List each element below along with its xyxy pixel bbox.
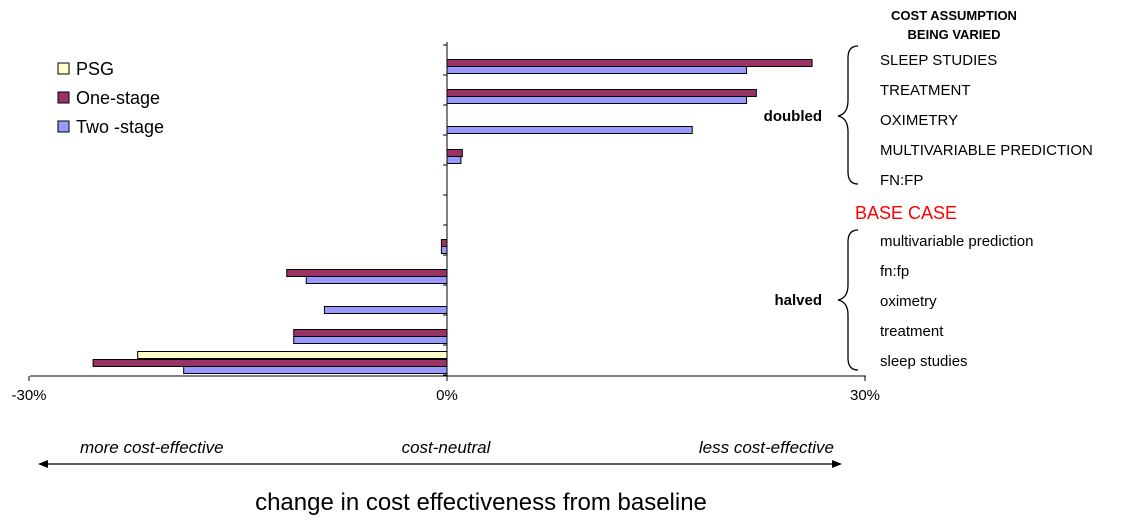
cat-label-doubled-sleep-studies: SLEEP STUDIES [880, 52, 997, 69]
legend-label-psg: PSG [76, 59, 114, 79]
category-header-line-1: COST ASSUMPTION [891, 8, 1017, 23]
category-header-line-2: BEING VARIED [908, 27, 1001, 42]
bar-halved-sleep-studies-two [183, 366, 448, 374]
x-tick-label: -30% [11, 387, 46, 404]
cat-label-halved-treatment: treatment [880, 323, 944, 340]
cat-label-doubled-oximetry: OXIMETRY [880, 112, 958, 129]
x-tick-label: 30% [850, 387, 880, 404]
cat-label-halved-oximetry: oximetry [880, 293, 937, 310]
bar-doubled-treatment-one [446, 89, 757, 97]
legend: PSG One-stage Two -stage [57, 59, 164, 137]
x-axis-title: change in cost effectiveness from baseli… [255, 489, 707, 516]
doubled-group: SLEEP STUDIES TREATMENT OXIMETRY MULTIVA… [764, 45, 1093, 189]
halved-brace [837, 229, 859, 371]
cat-label-doubled-fnfp: FN:FP [880, 172, 923, 189]
bar-doubled-sleep-studies-one [446, 59, 813, 67]
legend-label-two-stage: Two -stage [76, 117, 164, 137]
bar-doubled-oximetry-two [446, 126, 693, 134]
direction-label-left: more cost-effective [80, 438, 224, 457]
bar-halved-treatment-two [293, 336, 448, 344]
direction-arrow [38, 460, 842, 468]
bar-halved-oximetry-two [323, 306, 448, 314]
bar-halved-sleep-studies-psg [137, 351, 448, 359]
group-label-doubled: doubled [764, 108, 822, 125]
group-label-halved: halved [774, 292, 822, 309]
bar-halved-multivariable-prediction-one [440, 239, 448, 247]
x-ticks: -30% 0% 30% [11, 376, 880, 404]
bar-doubled-treatment-two [446, 96, 748, 104]
bar-doubled-multivariable-prediction-two [446, 156, 462, 164]
bar-halved-multivariable-prediction-two [440, 246, 448, 254]
legend-swatch-two-stage [57, 120, 70, 133]
cat-label-halved-sleep-studies: sleep studies [880, 353, 968, 370]
cat-label-doubled-multivariable: MULTIVARIABLE PREDICTION [880, 142, 1093, 159]
direction-label-right: less cost-effective [699, 438, 834, 457]
bar-doubled-multivariable-prediction-one [446, 149, 463, 157]
base-case-label: BASE CASE [855, 203, 957, 223]
cat-label-halved-fnfp: fn:fp [880, 263, 909, 280]
y-ticks [443, 44, 447, 376]
legend-swatch-one-stage [57, 91, 70, 104]
bar-doubled-sleep-studies-two [446, 66, 748, 74]
bar-halved-fn-fp-two [305, 276, 448, 284]
bar-halved-fn-fp-one [286, 269, 448, 277]
legend-label-one-stage: One-stage [76, 88, 160, 108]
x-tick-label: 0% [436, 387, 458, 404]
direction-label-center: cost-neutral [402, 438, 492, 457]
cat-label-doubled-treatment: TREATMENT [880, 82, 971, 99]
doubled-brace [837, 45, 859, 185]
cat-label-halved-multivariable: multivariable prediction [880, 233, 1033, 250]
bar-halved-sleep-studies-one [92, 359, 448, 367]
legend-swatch-psg [57, 62, 70, 75]
halved-group: multivariable prediction fn:fp oximetry … [774, 229, 1033, 371]
bar-halved-treatment-one [293, 329, 448, 337]
bars-layer [92, 59, 813, 374]
